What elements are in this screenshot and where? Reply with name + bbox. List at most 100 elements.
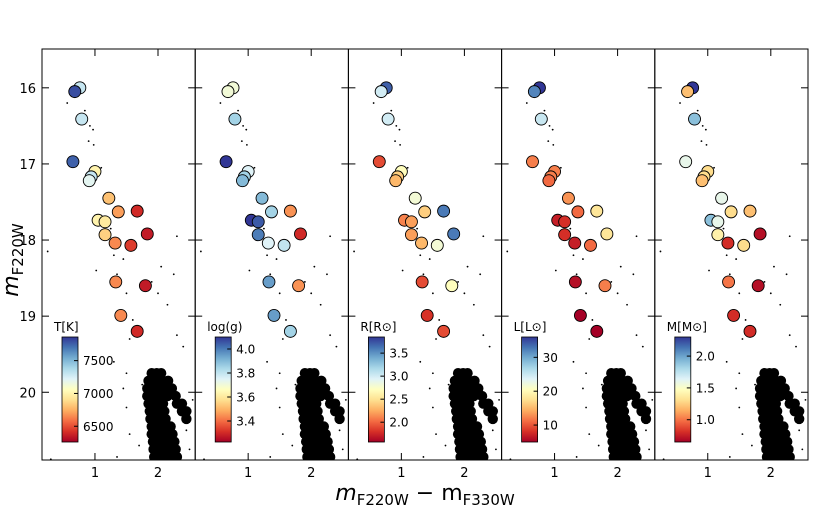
field-star (185, 429, 188, 432)
field-star (422, 273, 425, 276)
panel: 16 17 18 19 20 1 2 T[K] 6500 7000 7500 (19, 48, 196, 481)
star-marker (600, 227, 614, 241)
x-tick-label: 2 (613, 466, 621, 481)
x-label-part: − m (409, 481, 463, 506)
field-star (422, 456, 425, 458)
field-star (585, 372, 587, 375)
colorbar-tick-label: 1.5 (696, 381, 715, 395)
field-star (543, 109, 546, 112)
star-marker (415, 236, 428, 250)
colorbar (674, 336, 692, 443)
field-star (659, 250, 662, 253)
field-star (600, 383, 603, 386)
star-marker (679, 155, 693, 169)
field-star (266, 360, 268, 363)
star-marker (265, 205, 278, 219)
field-star (738, 372, 741, 375)
field-star (303, 281, 306, 283)
star-marker (420, 308, 434, 322)
field-star (775, 390, 786, 402)
field-star (431, 372, 434, 375)
field-star (191, 398, 194, 401)
star-marker (404, 215, 418, 229)
field-star (648, 448, 651, 451)
field-star (784, 451, 795, 460)
field-star (722, 227, 725, 230)
field-star (793, 406, 805, 417)
star-marker (292, 279, 306, 293)
star-marker (124, 238, 138, 252)
field-star (651, 398, 654, 401)
star-marker (437, 204, 451, 218)
colorbar-tick-label: 30 (543, 351, 558, 365)
field-star (487, 406, 498, 417)
star-marker (138, 279, 152, 293)
colorbar-tick-label: 6500 (83, 420, 114, 434)
field-star (181, 406, 192, 417)
field-star (705, 144, 708, 146)
x-label-part: m (335, 481, 356, 506)
star-marker (727, 308, 741, 322)
field-star (329, 235, 332, 238)
field-star (95, 269, 98, 272)
plot-area (353, 81, 500, 460)
field-star (793, 413, 805, 425)
field-star (754, 383, 756, 386)
field-star (468, 390, 480, 402)
field-star (552, 144, 555, 146)
star-marker (262, 275, 276, 289)
star-marker (737, 238, 751, 252)
x-tick-label: 2 (460, 466, 468, 481)
x-tick-label: 1 (244, 466, 252, 481)
colorbar-tick-label: 3.0 (389, 370, 408, 384)
field-star (150, 281, 153, 283)
star-marker (114, 308, 128, 322)
y-tick-label: 17 (19, 158, 36, 173)
star-marker (372, 155, 386, 169)
field-star (240, 140, 243, 142)
star-marker (294, 227, 307, 241)
field-star (141, 383, 144, 386)
star-marker (715, 191, 729, 205)
star-marker (251, 215, 265, 229)
plot-area (659, 81, 807, 460)
field-star (122, 387, 125, 390)
field-star (176, 398, 188, 409)
star-marker (722, 275, 736, 289)
field-star (640, 406, 652, 417)
field-star (779, 303, 782, 306)
field-star (294, 383, 297, 386)
x-tick-label: 1 (91, 466, 99, 481)
field-star (785, 273, 788, 276)
field-star (428, 258, 431, 260)
colorbar-label: log(g) (207, 320, 242, 334)
colorbar-label: T[K] (53, 320, 79, 334)
field-star (804, 398, 807, 401)
panel: 1 2 R[R⊙] 2.0 2.5 3.0 3.5 (347, 48, 503, 481)
star-marker (743, 324, 757, 338)
x-label-sub: F220W (357, 491, 409, 509)
colorbar-tick-label: 3.6 (236, 391, 255, 405)
colorbar-tick-label: 1.0 (696, 413, 715, 427)
field-star (199, 250, 202, 253)
field-star (278, 292, 281, 295)
colorbar-tick-label: 2.0 (389, 416, 408, 430)
y-tick-label: 18 (19, 234, 36, 249)
field-star (394, 140, 396, 142)
field-star (122, 258, 125, 260)
star-marker (130, 204, 144, 218)
field-star (390, 109, 393, 112)
field-star (444, 444, 447, 447)
star-marker (437, 324, 451, 338)
field-star (572, 254, 575, 257)
plot-area (199, 81, 347, 460)
field-star (341, 448, 344, 451)
field-star (438, 319, 441, 321)
field-star (338, 429, 341, 432)
star-marker (68, 85, 82, 99)
star-marker (98, 228, 112, 242)
field-star (591, 319, 594, 321)
field-star (237, 109, 239, 112)
x-axis-label: mF220W − mF330W (335, 481, 515, 509)
